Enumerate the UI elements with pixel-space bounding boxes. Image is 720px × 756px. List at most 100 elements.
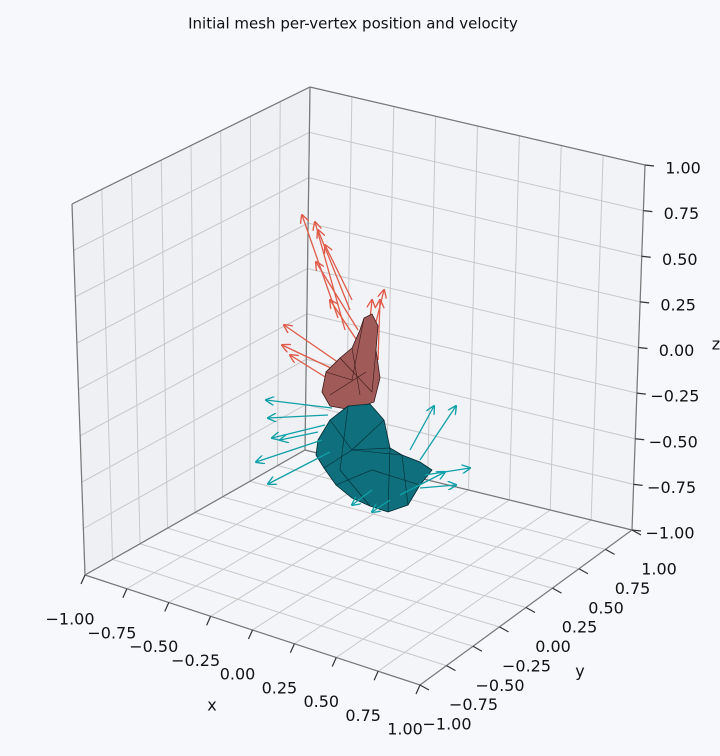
mesh-bunny: [315, 403, 433, 513]
z-tick: [636, 392, 646, 395]
arrow: [266, 400, 333, 409]
x-tick: [122, 588, 128, 598]
x-tick-label: −0.75: [87, 623, 136, 642]
y-axis-label: y: [575, 662, 584, 681]
y-tick: [499, 626, 509, 633]
y-tick: [578, 568, 589, 575]
y-tick-label: −0.25: [502, 656, 551, 675]
chart-title: Initial mesh per-vertex position and vel…: [188, 15, 518, 33]
z-tick-label: −1.00: [645, 524, 694, 543]
y-tick: [631, 529, 642, 536]
grid-line: [167, 527, 500, 628]
x-tick: [289, 643, 295, 653]
grid-line: [308, 177, 642, 257]
y-tick: [605, 548, 615, 555]
z-tick-label: −0.75: [647, 478, 696, 497]
mesh-edges: [323, 405, 421, 513]
grid-line: [81, 358, 307, 483]
pane-edge: [304, 86, 311, 451]
arrow: [282, 345, 336, 371]
arrow: [268, 451, 331, 484]
z-tick: [644, 164, 655, 167]
floor-pane: [85, 450, 632, 685]
y-tick-label: 0.50: [588, 598, 624, 617]
x-tick-label: 0.75: [345, 706, 381, 725]
arrow: [378, 300, 380, 361]
z-tick-label: 0.50: [662, 250, 698, 269]
x-tick-label: 0.25: [262, 678, 298, 697]
grid-line: [73, 131, 310, 251]
z-tick-label: 0.75: [664, 204, 700, 223]
x-tick-label: 1.00: [387, 720, 423, 739]
arrow: [256, 439, 323, 462]
z-tick: [640, 301, 650, 304]
arrow: [372, 499, 391, 512]
grid-line: [307, 268, 639, 348]
x-tick-label: −0.50: [129, 637, 178, 656]
z-tick: [638, 346, 648, 350]
arrow: [325, 245, 353, 301]
grid-line: [139, 543, 474, 647]
y-tick-label: −0.50: [475, 676, 524, 695]
z-tick: [635, 438, 645, 441]
z-tick: [631, 529, 642, 532]
grid-line: [78, 268, 308, 390]
x-tick: [206, 616, 212, 626]
z-tick-label: 0.25: [660, 295, 696, 314]
y-tick-label: 0.75: [615, 579, 651, 598]
y-tick-label: −1.00: [422, 715, 471, 734]
grid-line: [308, 222, 641, 303]
x-tick: [164, 602, 170, 612]
x-tick-label: 0.00: [220, 665, 256, 684]
grid-line: [222, 496, 553, 589]
grid-line: [249, 480, 580, 570]
arrow: [318, 230, 351, 311]
y-tick: [419, 684, 430, 691]
mesh-edges: [325, 317, 377, 396]
z-tick-label: −0.25: [650, 387, 699, 406]
velocity-arrows-teal: [256, 400, 470, 512]
y-tick: [525, 606, 536, 614]
arrow: [409, 406, 434, 451]
arrow: [330, 300, 361, 346]
arrow: [284, 325, 343, 366]
grid-line: [75, 177, 309, 298]
y-tick-label: 1.00: [641, 560, 677, 579]
grid-line: [79, 313, 308, 437]
y-tick: [446, 665, 456, 672]
z-tick: [643, 210, 653, 213]
z-tick-label: 0.00: [659, 341, 695, 360]
y-tick-label: 0.25: [562, 618, 598, 637]
y-tick-label: −0.75: [449, 695, 498, 714]
arrow: [352, 489, 373, 505]
arrow: [280, 431, 319, 440]
x-axis-label: x: [207, 696, 216, 715]
x-tick: [331, 657, 337, 667]
grid-line: [194, 512, 527, 608]
y-tick-label: 0.00: [535, 637, 571, 656]
z-tick: [633, 483, 643, 486]
y-tick: [472, 645, 483, 652]
y-tick: [552, 587, 562, 594]
arrow: [419, 485, 456, 488]
arrow: [290, 355, 331, 381]
x-tick-label: −1.00: [45, 610, 94, 629]
x-tick: [80, 574, 86, 585]
grid-line: [83, 404, 306, 530]
z-axis-label: z: [712, 335, 720, 354]
x-tick-label: 0.50: [303, 692, 339, 711]
arrow: [399, 472, 445, 496]
z-tick-label: −0.50: [649, 432, 698, 451]
x-tick: [415, 684, 421, 695]
z-tick: [641, 255, 651, 258]
arrow: [315, 222, 346, 331]
x-tick: [373, 671, 379, 681]
grid-line: [309, 131, 644, 212]
grid-line: [112, 558, 447, 667]
arrow: [316, 262, 359, 331]
arrow: [424, 468, 470, 476]
grid-line: [76, 222, 309, 344]
arrow: [419, 406, 456, 461]
x-tick: [247, 629, 254, 640]
